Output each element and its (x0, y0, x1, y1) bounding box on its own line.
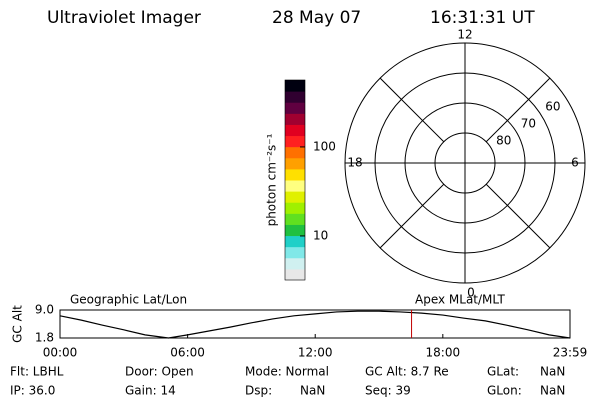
y-tick-label: 1.8 (35, 331, 54, 345)
colorbar-swatch (285, 257, 305, 270)
mlt-label: 6 (571, 156, 579, 170)
x-tick-label: 18:00 (426, 346, 461, 360)
info-field: IP: 36.0 (10, 384, 55, 398)
x-tick-label: 12:00 (298, 346, 333, 360)
info-field: NaN (300, 384, 325, 398)
mlt-label: 0 (467, 286, 475, 300)
colorbar-swatch (285, 146, 305, 159)
diagonal-line (379, 77, 445, 143)
lat-label: 70 (521, 116, 536, 130)
info-field: NaN (540, 365, 565, 379)
colorbar-swatch (285, 91, 305, 103)
diagonal-line (485, 77, 551, 143)
info-field: Door: Open (125, 365, 194, 379)
info-field: Seq: 39 (365, 384, 411, 398)
info-field: Dsp: (245, 384, 272, 398)
diagonal-line (379, 183, 445, 249)
info-field: Gain: 14 (125, 384, 176, 398)
info-field: GLon: (487, 384, 522, 398)
colorbar-frame (284, 79, 306, 281)
panel-title-right: Apex MLat/MLT (415, 293, 505, 307)
colorbar-swatch (285, 157, 305, 170)
mlt-label: 18 (347, 156, 362, 170)
x-tick-label: 23:59 (553, 346, 588, 360)
colorbar-swatch (285, 80, 305, 92)
colorbar-swatch (285, 246, 305, 259)
colorbar-label: photon cm⁻²s⁻¹ (265, 133, 279, 226)
info-field: GC Alt: 8.7 Re (365, 365, 449, 379)
diagonal-line (485, 183, 551, 249)
colorbar-tick-label: 10 (313, 228, 328, 242)
colorbar-swatch (285, 213, 305, 225)
colorbar-swatch (285, 102, 305, 114)
mlt-label: 12 (457, 28, 472, 42)
info-field: Flt: LBHL (10, 365, 64, 379)
date: 28 May 07 (272, 8, 361, 28)
colorbar-swatch (285, 113, 305, 125)
colorbar-swatch (285, 202, 305, 214)
colorbar-swatch (285, 135, 305, 148)
colorbar-swatch (285, 224, 305, 237)
lat-label: 60 (545, 99, 560, 113)
colorbar-swatch (285, 235, 305, 248)
info-field: NaN (540, 384, 565, 398)
x-tick-label: 00:00 (43, 346, 78, 360)
colorbar-swatch (285, 191, 305, 203)
time: 16:31:31 UT (430, 8, 535, 28)
info-field: Mode: Normal (245, 365, 329, 379)
lat-label: 80 (496, 134, 511, 148)
colorbar-swatch (285, 268, 305, 281)
colorbar-swatch (285, 124, 305, 137)
title: Ultraviolet Imager (47, 8, 201, 28)
y-axis-label: GC Alt (11, 305, 25, 343)
colorbar-tick-label: 100 (313, 139, 336, 153)
x-tick-label: 06:00 (170, 346, 205, 360)
colorbar-swatch (285, 168, 305, 181)
altitude-line (59, 310, 571, 339)
colorbar-swatch (285, 180, 305, 192)
y-tick-label: 9.0 (35, 303, 54, 317)
info-field: GLat: (487, 365, 519, 379)
panel-title-left: Geographic Lat/Lon (70, 293, 187, 307)
